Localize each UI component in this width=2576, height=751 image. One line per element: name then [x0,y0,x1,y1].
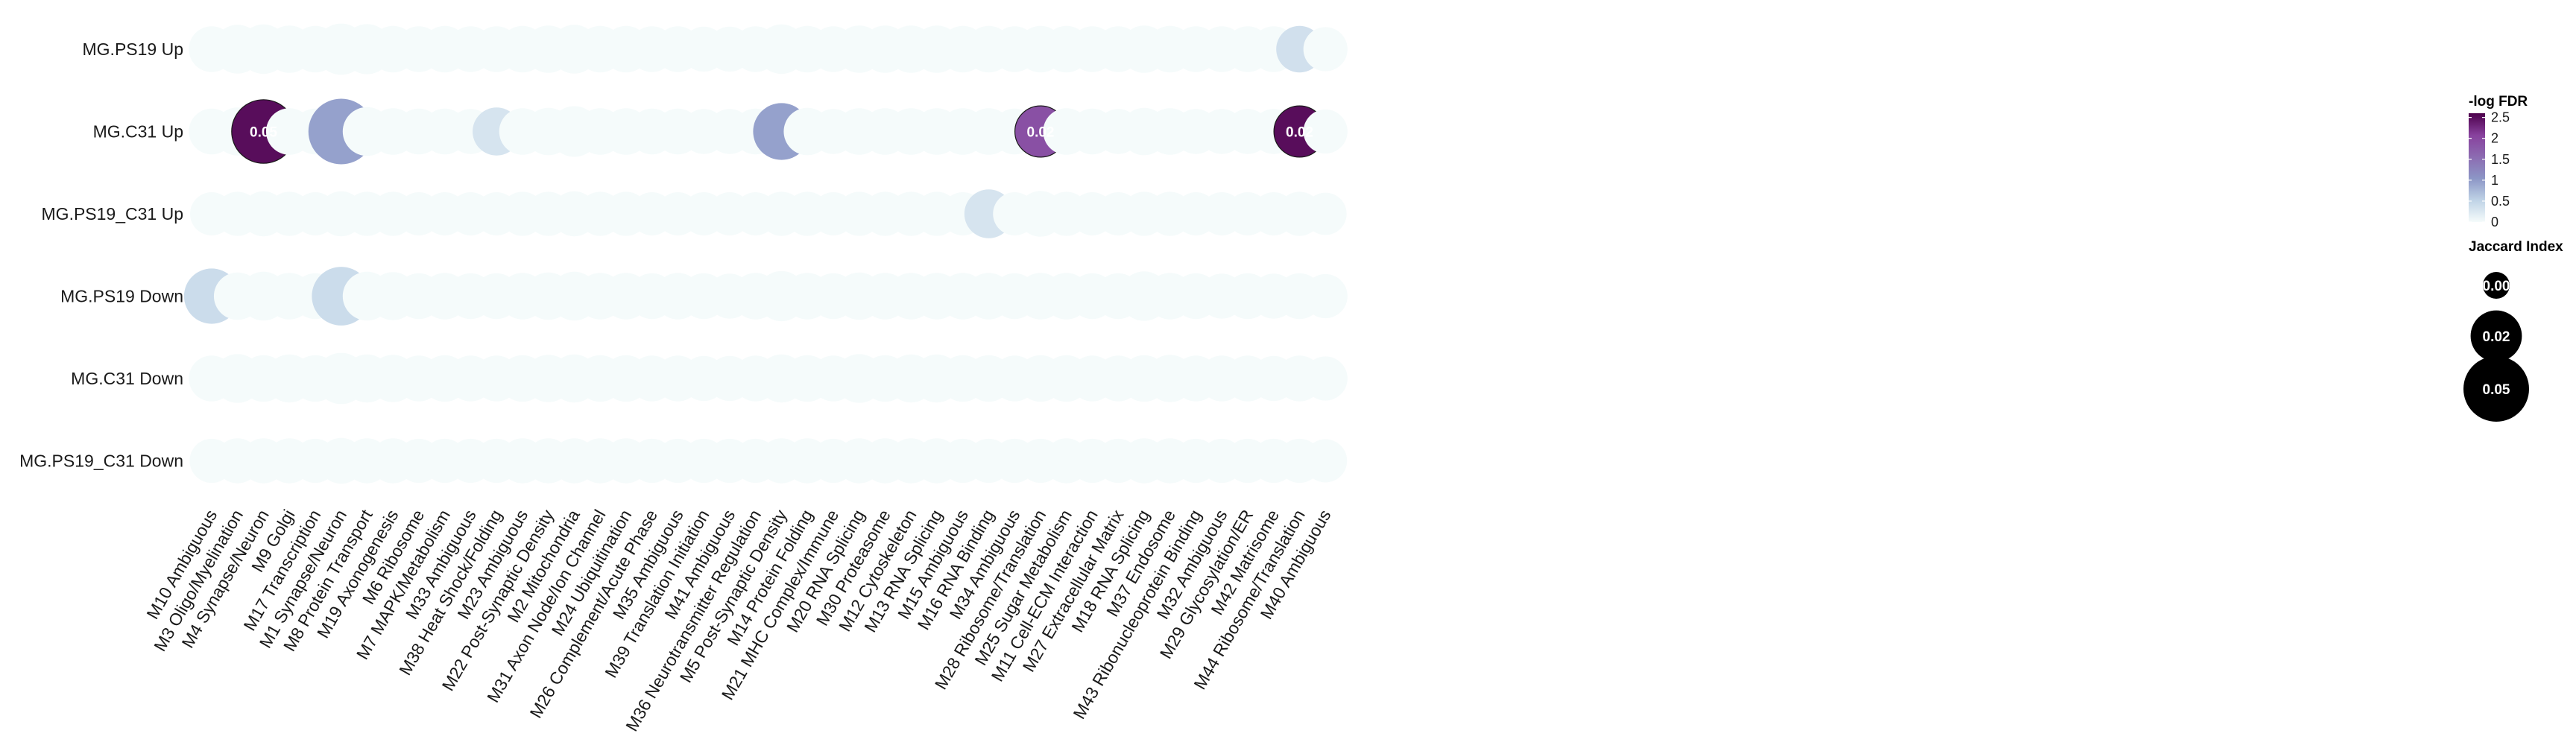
size-legend-label: 0.00 [2483,279,2510,294]
size-legend-dot [2470,310,2522,362]
row-label: MG.C31 Up [93,122,183,142]
dot-point [1303,27,1348,72]
size-legend-dot [2463,356,2529,422]
dot-point [1303,109,1348,154]
color-gradient-bar [2469,113,2485,222]
dot-value-label: 0.02 [1286,125,1313,141]
row-label: MG.PS19_C31 Up [42,204,183,224]
color-legend-title: -log FDR [2469,94,2528,110]
color-legend-ticks: 2.5 2 1.5 1 0.5 0 [2469,110,2510,229]
row-labels: MG.PS19 Up MG.C31 Up MG.PS19_C31 Up MG.PS19… [19,39,183,471]
size-legend-label: 0.02 [2483,329,2510,345]
dot-grid: 0.05 0.02 0.02 [183,23,1348,484]
color-tick-label: 2 [2491,131,2498,146]
color-legend-bar [2469,113,2485,222]
row-label: MG.PS19_C31 Down [19,451,183,471]
size-legend-dots: 0.00 0.02 0.05 [2463,272,2529,422]
legend: -log FDR 2.5 2 1.5 1 0.5 0 Jaccard Index 0.00… [2463,94,2563,422]
dot-value-label: 0.05 [250,125,277,141]
row-label: MG.C31 Down [71,369,183,388]
dot-point [1303,356,1348,401]
size-legend-label: 0.05 [2483,382,2510,398]
color-tick-label: 0.5 [2491,194,2510,209]
dot-point [1304,439,1348,483]
color-tick-label: 0 [2491,215,2498,229]
row-label: MG.PS19 Up [83,39,184,59]
color-tick-label: 1 [2491,173,2498,188]
dot-point [1303,273,1348,319]
color-tick-label: 2.5 [2491,110,2510,125]
row-label: MG.PS19 Down [60,287,183,306]
color-tick-label: 1.5 [2491,152,2510,167]
size-legend-dot [2483,272,2510,299]
dot-value-label: 0.02 [1027,125,1055,141]
dot-point [1304,192,1347,235]
size-legend-title: Jaccard Index [2469,239,2563,255]
